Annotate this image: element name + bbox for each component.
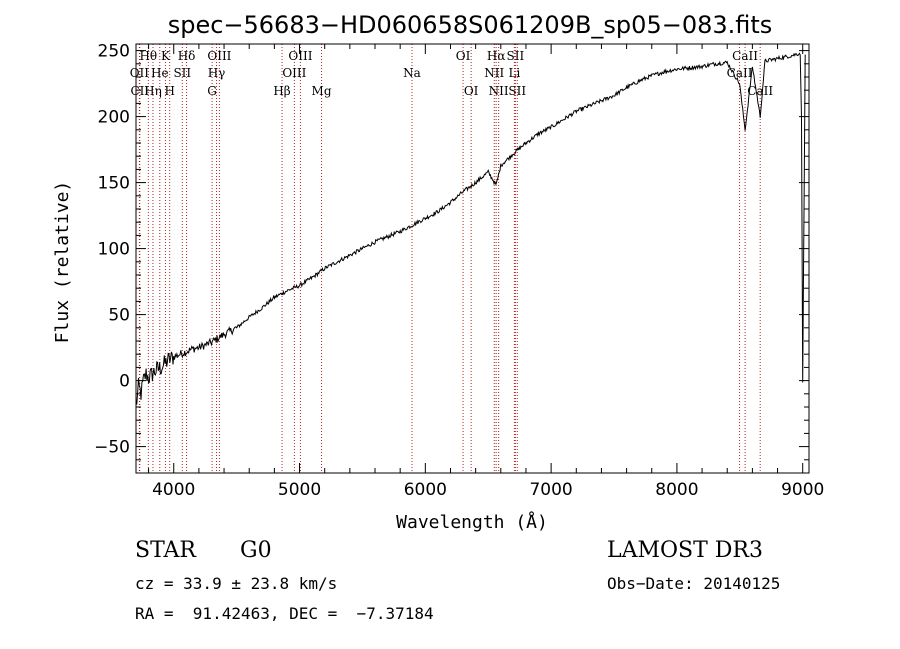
line-marker-label-14: OIII (288, 49, 312, 63)
line-marker-label-2: CII (130, 84, 149, 98)
line-marker-label-19: NII (484, 66, 504, 80)
line-marker-label-13: OIII (282, 66, 306, 80)
y-tick-label-0: −50 (94, 438, 130, 458)
chart-title: spec−56683−HD060658S061209B_sp05−083.fit… (168, 11, 773, 39)
line-marker-label-24: SII (508, 84, 526, 98)
x-tick-label-4: 8000 (655, 480, 698, 500)
line-marker-label-18: OI (464, 84, 479, 98)
x-axis-label: Wavelength (Å) (396, 511, 548, 533)
obs-date-line: Obs−Date: 20140125 (607, 574, 781, 593)
line-marker-label-9: OIII (207, 49, 231, 63)
y-tick-label-2: 50 (108, 306, 130, 326)
line-marker-label-22: Li (508, 66, 520, 80)
y-tick-label-6: 250 (98, 42, 130, 62)
line-marker-label-8: Hδ (178, 49, 196, 63)
line-marker-label-21: NII (489, 84, 509, 98)
x-tick-label-5: 9000 (781, 480, 824, 500)
line-marker-label-23: SII (507, 49, 525, 63)
line-marker-label-6: H (164, 84, 174, 98)
series-0-line (135, 52, 806, 405)
line-marker-label-17: OI (456, 49, 471, 63)
y-axis-ticks: −50 0 50 100 150 200 250 (94, 42, 809, 461)
x-tick-label-3: 7000 (529, 480, 572, 500)
y-axis-label: Flux (relative) (52, 181, 73, 344)
line-marker-label-27: CaII (747, 84, 773, 98)
line-marker-label-11: G (207, 84, 217, 98)
plot-frame (135, 43, 810, 474)
line-marker-label-0: Hθ (139, 49, 157, 63)
line-marker-label-7: SII (173, 66, 191, 80)
subclass: G0 (240, 538, 272, 563)
line-marker-label-12: Hβ (273, 84, 290, 98)
line-markers (138, 44, 761, 473)
line-marker-label-15: Mg (312, 84, 332, 98)
line-marker-label-1: OII (130, 66, 150, 80)
x-tick-label-1: 5000 (278, 480, 321, 500)
redshift-line: cz = 33.9 ± 23.8 km/s (135, 574, 338, 593)
line-marker-label-20: Hα (487, 49, 506, 63)
x-tick-label-2: 6000 (404, 480, 447, 500)
line-marker-label-3: He (151, 66, 169, 80)
y-tick-label-5: 200 (98, 108, 130, 128)
line-marker-label-25: CaII (727, 66, 753, 80)
y-tick-label-4: 150 (98, 174, 130, 194)
line-marker-label-26: CaII (732, 49, 758, 63)
line-marker-label-5: K (161, 49, 171, 63)
coords-line: RA = 91.42463, DEC = −7.37184 (135, 604, 434, 623)
line-marker-label-4: Hη (144, 84, 162, 98)
y-tick-label-1: 0 (119, 372, 130, 392)
line-marker-label-16: Na (403, 66, 421, 80)
y-tick-label-3: 100 (98, 240, 130, 260)
x-axis-ticks: 4000 5000 6000 7000 8000 9000 (148, 44, 824, 500)
x-tick-label-0: 4000 (152, 480, 195, 500)
survey-name: LAMOST DR3 (607, 538, 763, 563)
object-type: STAR (135, 538, 196, 563)
spectrum-series (135, 52, 806, 405)
line-marker-label-10: Hγ (208, 66, 226, 80)
